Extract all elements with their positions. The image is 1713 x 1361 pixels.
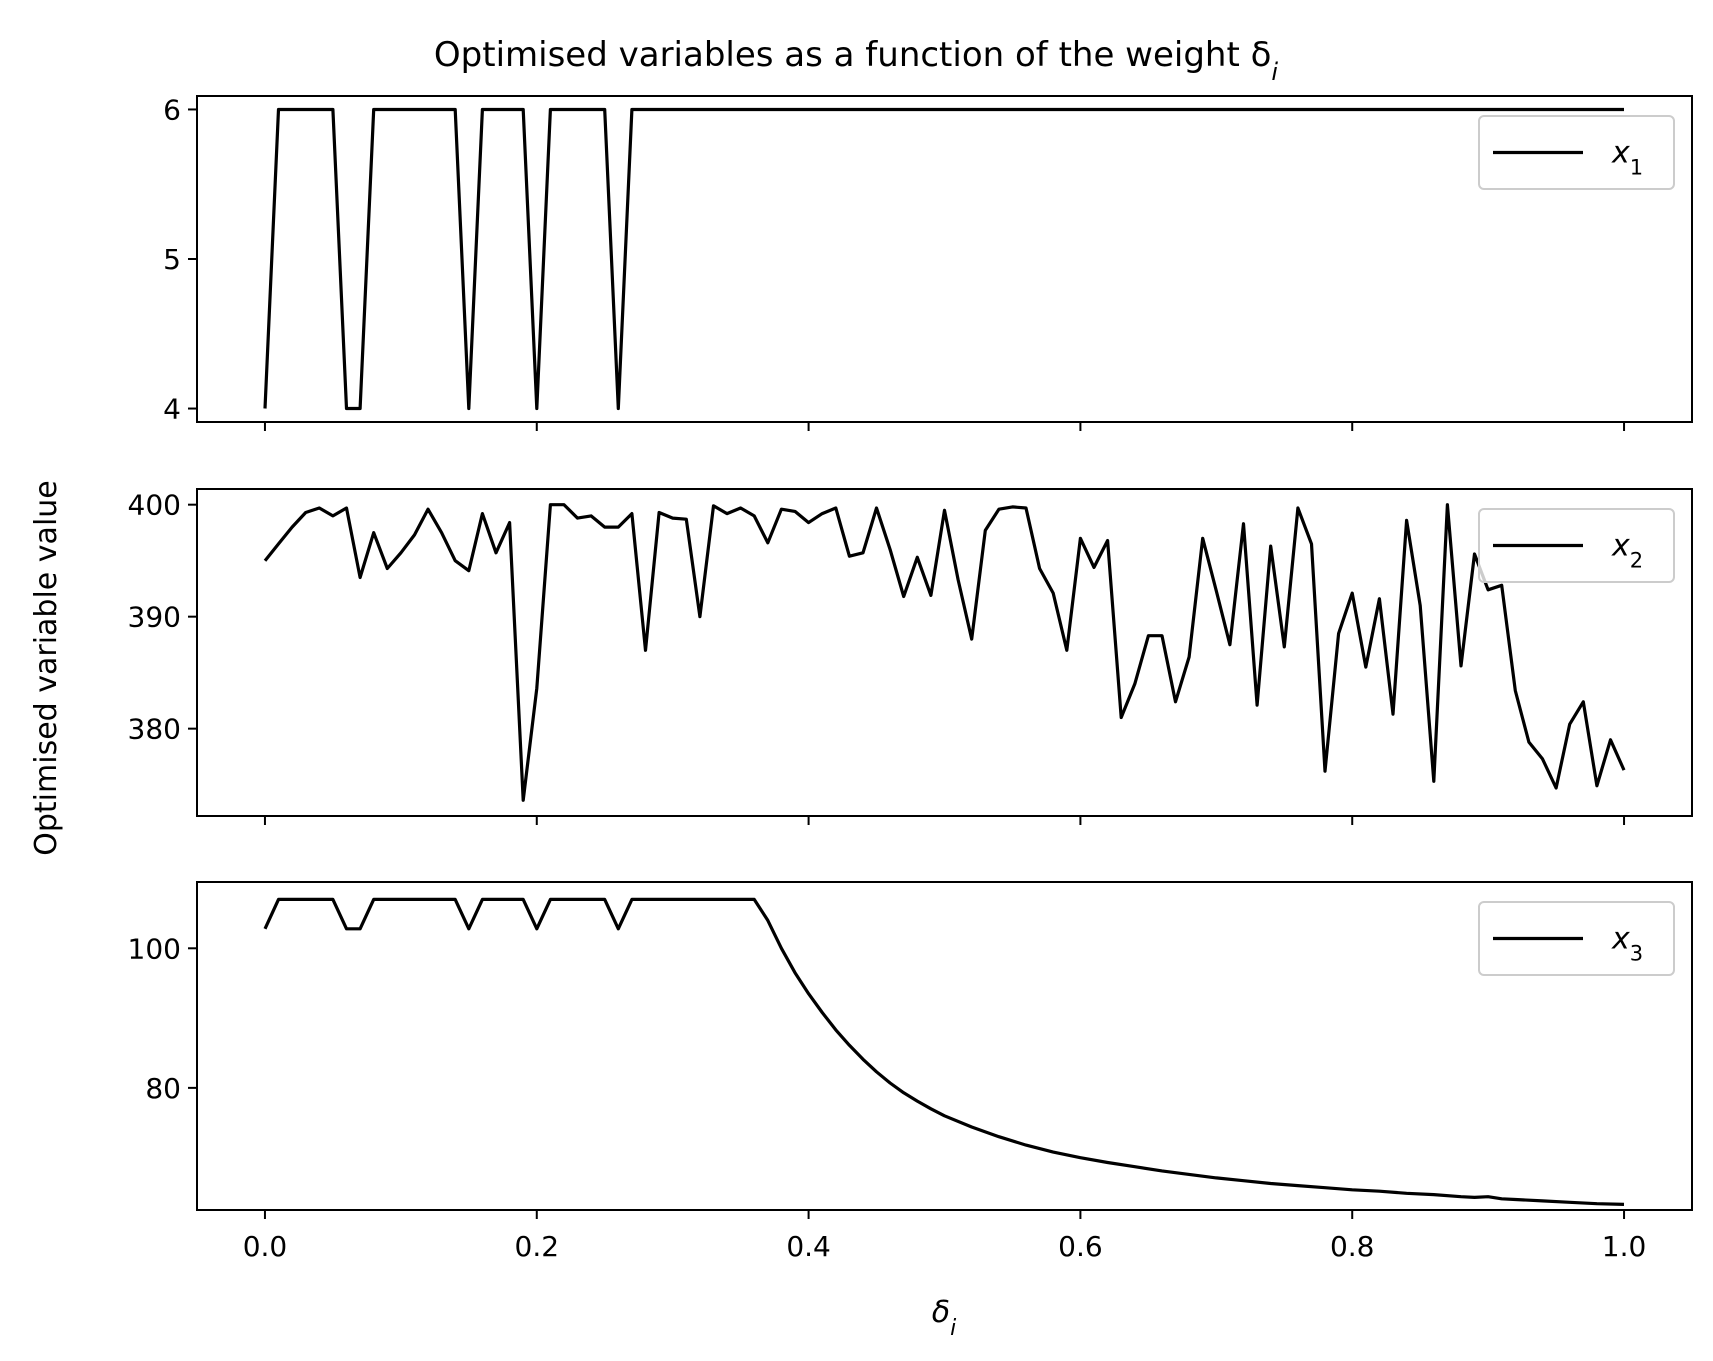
subplots: 4 5 6 x1 380 390 400 x2 80 100 0.0 0.2 0.4 0.6 0.8 1.0 x…	[128, 93, 1693, 1263]
y-tick-label: 4	[163, 393, 181, 426]
y-tick-label: 400	[128, 489, 181, 522]
legend-label: x1	[1611, 136, 1643, 180]
subplot-2: 380 390 400 x2	[128, 488, 1693, 825]
y-axis-label: Optimised variable value	[29, 480, 64, 855]
x-axis-label: δi	[932, 1295, 956, 1341]
x-tick-label: 1.0	[1602, 1230, 1647, 1263]
series-line-x2	[263, 503, 1626, 802]
legend-x2: x2	[1478, 508, 1675, 583]
y-tick-label: 6	[163, 93, 181, 126]
legend-x1: x1	[1478, 115, 1675, 190]
y-tick-label: 380	[128, 713, 181, 746]
chart-title: Optimised variables as a function of the…	[434, 35, 1279, 86]
x-tick-label: 0.4	[786, 1230, 831, 1263]
y-tick-label: 80	[145, 1072, 181, 1105]
plot-frame	[196, 95, 1693, 423]
x-tick-label: 0.8	[1330, 1230, 1375, 1263]
legend-label: x3	[1611, 922, 1643, 966]
series-line-x3	[263, 897, 1625, 1206]
y-tick-label: 390	[128, 601, 181, 634]
y-tick-label: 5	[163, 243, 181, 276]
legend-label: x2	[1611, 529, 1643, 573]
series-line-x1	[263, 107, 1624, 411]
plot-frame	[196, 881, 1693, 1211]
x-tick-label: 0.6	[1058, 1230, 1103, 1263]
subplot-3: 80 100 0.0 0.2 0.4 0.6 0.8 1.0 x3	[128, 881, 1693, 1263]
x-tick-label: 0.0	[243, 1230, 288, 1263]
plot-frame	[196, 488, 1693, 817]
subplot-1: 4 5 6 x1	[163, 93, 1693, 431]
x-tick-label: 0.2	[515, 1230, 560, 1263]
legend-x3: x3	[1478, 901, 1675, 976]
y-tick-label: 100	[128, 932, 181, 965]
